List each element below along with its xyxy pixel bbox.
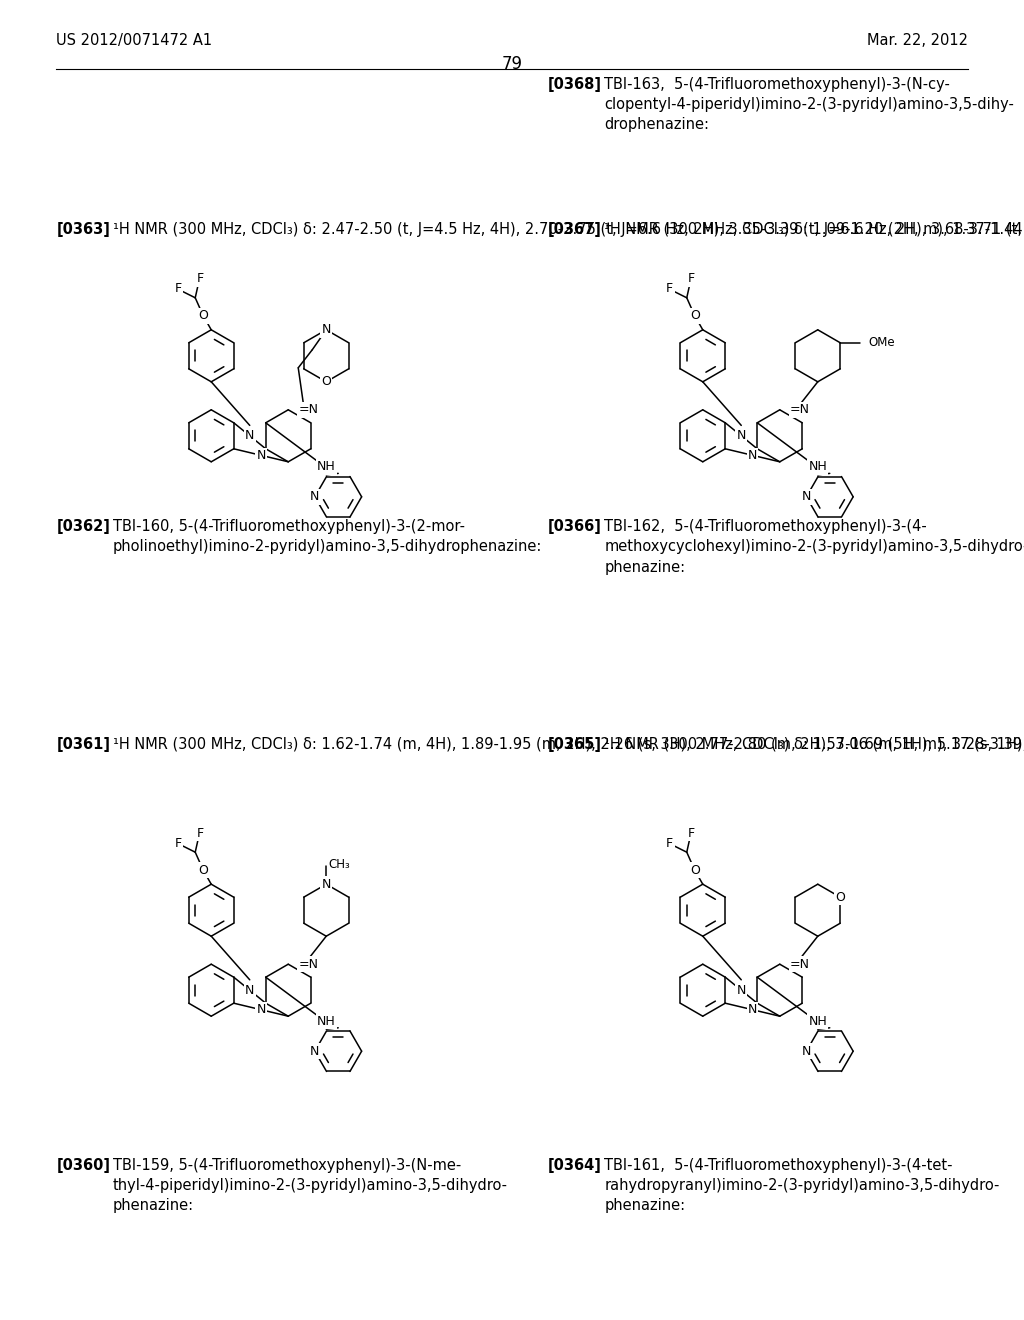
Text: N: N	[256, 1003, 265, 1016]
Text: [0365]: [0365]	[548, 737, 602, 751]
Text: O: O	[690, 309, 699, 322]
Text: NH: NH	[808, 461, 827, 474]
Text: [0360]: [0360]	[56, 1158, 111, 1172]
Text: N: N	[802, 490, 811, 503]
Text: TBI-162,  5-(4-Trifluoromethoxyphenyl)-3-(4-
methoxycyclohexyl)imino-2-(3-pyridy: TBI-162, 5-(4-Trifluoromethoxyphenyl)-3-…	[604, 519, 1024, 574]
Text: =N: =N	[298, 404, 318, 416]
Text: F: F	[667, 282, 674, 296]
Text: 79: 79	[502, 55, 522, 74]
Text: N: N	[802, 1044, 811, 1057]
Text: [0362]: [0362]	[56, 519, 111, 533]
Text: F: F	[197, 826, 204, 840]
Text: ¹H NMR (300 MHz, CDCl₃) δ: 1.09-1.20 (2H, m), 1.37-1.44 (2H, 1.67-1.71 (2H, m), : ¹H NMR (300 MHz, CDCl₃) δ: 1.09-1.20 (2H…	[604, 222, 1024, 236]
Text: O: O	[322, 375, 331, 388]
Text: [0367]: [0367]	[548, 222, 602, 236]
Text: =N: =N	[790, 404, 810, 416]
Text: OMe: OMe	[868, 337, 895, 350]
Text: O: O	[836, 891, 845, 904]
Text: F: F	[667, 837, 674, 850]
Text: N: N	[748, 1003, 757, 1016]
Text: ¹H NMR (300 MHz, CDCl₃) δ: 1.62-1.74 (m, 4H), 1.89-1.95 (m, 2H), 2.26 (s, 3H), 2: ¹H NMR (300 MHz, CDCl₃) δ: 1.62-1.74 (m,…	[113, 737, 1024, 751]
Text: [0361]: [0361]	[56, 737, 111, 751]
Text: [0364]: [0364]	[548, 1158, 602, 1172]
Text: O: O	[690, 863, 699, 876]
Text: N: N	[748, 449, 757, 462]
Text: NH: NH	[808, 1015, 827, 1028]
Text: N: N	[322, 878, 331, 891]
Text: F: F	[688, 826, 695, 840]
Text: F: F	[175, 837, 182, 850]
Text: N: N	[310, 1044, 319, 1057]
Text: Mar. 22, 2012: Mar. 22, 2012	[866, 33, 968, 48]
Text: TBI-160, 5-(4-Trifluoromethoxyphenyl)-3-(2-mor-
pholinoethyl)imino-2-pyridyl)ami: TBI-160, 5-(4-Trifluoromethoxyphenyl)-3-…	[113, 519, 542, 554]
Text: [0363]: [0363]	[56, 222, 111, 236]
Text: F: F	[197, 272, 204, 285]
Text: F: F	[175, 282, 182, 296]
Text: TBI-159, 5-(4-Trifluoromethoxyphenyl)-3-(N-me-
thyl-4-piperidyl)imino-2-(3-pyrid: TBI-159, 5-(4-Trifluoromethoxyphenyl)-3-…	[113, 1158, 508, 1213]
Text: [0366]: [0366]	[548, 519, 602, 533]
Text: N: N	[310, 490, 319, 503]
Text: =N: =N	[298, 958, 318, 970]
Text: TBI-161,  5-(4-Trifluoromethoxyphenyl)-3-(4-tet-
rahydropyranyl)imino-2-(3-pyrid: TBI-161, 5-(4-Trifluoromethoxyphenyl)-3-…	[604, 1158, 999, 1213]
Text: =N: =N	[790, 958, 810, 970]
Text: TBI-163,  5-(4-Trifluoromethoxyphenyl)-3-(N-cy-
clopentyl-4-piperidyl)imino-2-(3: TBI-163, 5-(4-Trifluoromethoxyphenyl)-3-…	[604, 77, 1014, 132]
Text: NH: NH	[316, 1015, 336, 1028]
Text: [0368]: [0368]	[548, 77, 602, 91]
Text: O: O	[199, 863, 208, 876]
Text: N: N	[322, 323, 331, 337]
Text: ¹H NMR (300 MHz, CDCl₃) δ: 1.57-1.69 (5H, m), 3.28-3.39 (3H, m), 3.95-4.00 (2H, : ¹H NMR (300 MHz, CDCl₃) δ: 1.57-1.69 (5H…	[604, 737, 1024, 751]
Text: N: N	[245, 429, 254, 442]
Text: N: N	[736, 983, 745, 997]
Text: ¹H NMR (300 MHz, CDCl₃) δ: 2.47-2.50 (t, J=4.5 Hz, 4H), 2.70-2.75 (t, J=6.6 Hz, : ¹H NMR (300 MHz, CDCl₃) δ: 2.47-2.50 (t,…	[113, 222, 1024, 236]
Text: F: F	[688, 272, 695, 285]
Text: US 2012/0071472 A1: US 2012/0071472 A1	[56, 33, 212, 48]
Text: N: N	[245, 983, 254, 997]
Text: N: N	[256, 449, 265, 462]
Text: N: N	[736, 429, 745, 442]
Text: NH: NH	[316, 461, 336, 474]
Text: O: O	[199, 309, 208, 322]
Text: CH₃: CH₃	[329, 858, 350, 871]
